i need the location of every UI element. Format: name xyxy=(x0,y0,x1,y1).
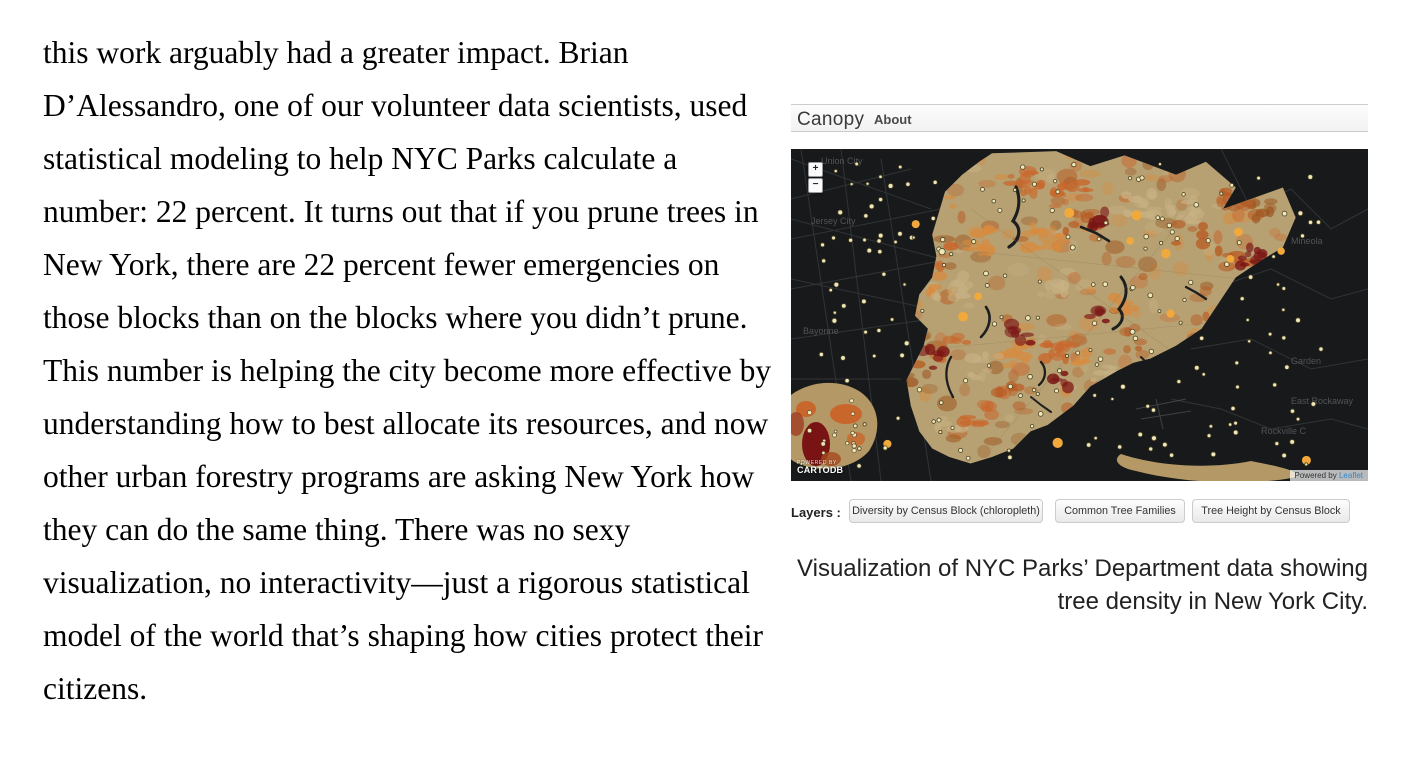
svg-text:Rockville C: Rockville C xyxy=(1261,426,1307,436)
svg-text:Garden: Garden xyxy=(1291,356,1321,366)
svg-text:Bayonne: Bayonne xyxy=(803,326,839,336)
svg-text:Mineola: Mineola xyxy=(1291,236,1323,246)
svg-text:Jersey City: Jersey City xyxy=(811,216,856,226)
svg-text:East Rockaway: East Rockaway xyxy=(1291,396,1354,406)
